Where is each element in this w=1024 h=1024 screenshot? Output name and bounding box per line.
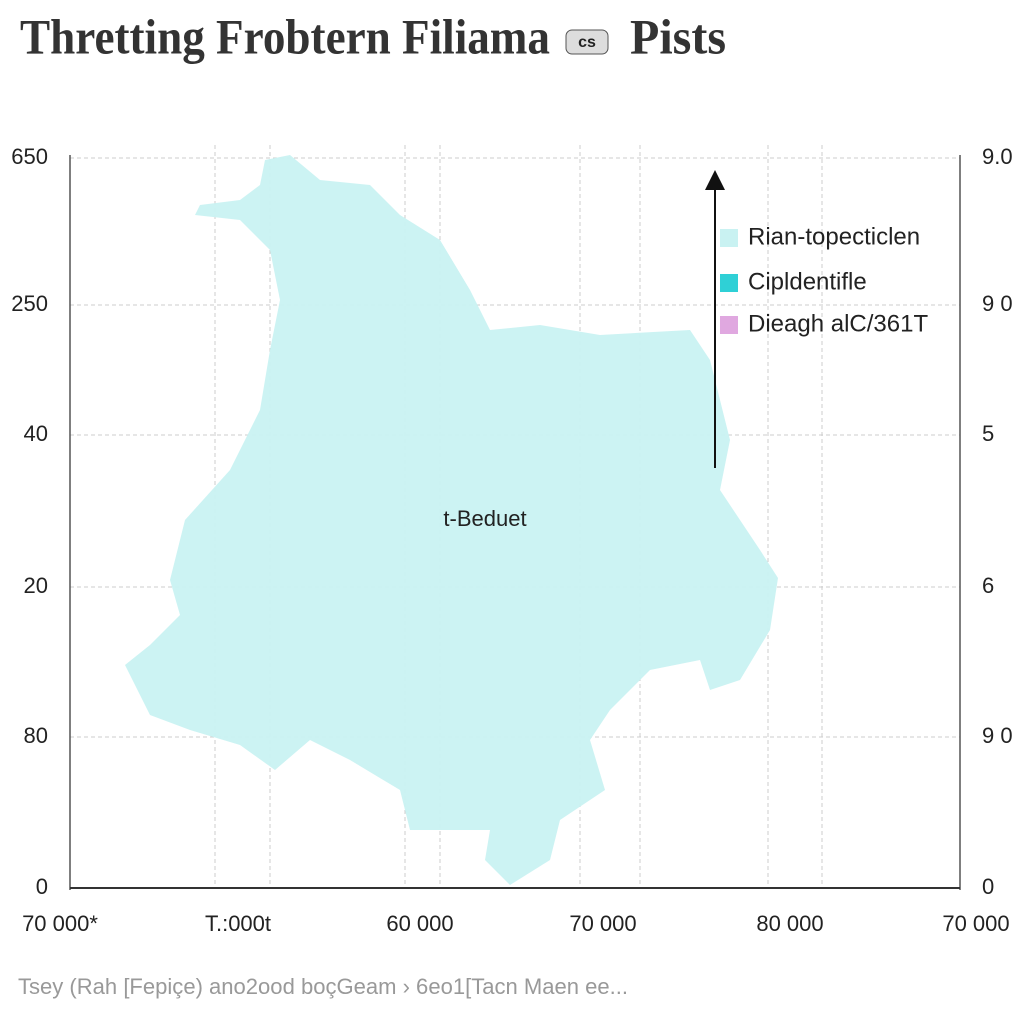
left-label: 80	[24, 723, 48, 748]
bottom-label: 60 000	[386, 911, 453, 936]
title-badge: cs	[578, 34, 596, 51]
right-label: 9.0	[982, 144, 1013, 169]
bottom-label: 80 000	[756, 911, 823, 936]
title: Thretting Frobtern Filiama	[20, 8, 550, 64]
right-label: 6	[982, 573, 994, 598]
legend-swatch	[720, 229, 738, 247]
annotation: t-Beduet	[443, 506, 526, 531]
legend-swatch	[720, 274, 738, 292]
bottom-label: 70 000*	[22, 911, 98, 936]
left-label: 40	[24, 421, 48, 446]
legend-label: Rian-topecticlen	[748, 223, 920, 250]
legend-swatch	[720, 316, 738, 334]
right-label: 0	[982, 874, 994, 899]
title-tail: Pists	[630, 8, 726, 64]
footer: Tsey (Rah [Fepiçe) ano2ood boçGeam › 6eo…	[18, 974, 628, 999]
left-label: 0	[36, 874, 48, 899]
left-label: 650	[11, 144, 48, 169]
legend-label: Cipldentifle	[748, 268, 867, 295]
left-label: 20	[24, 573, 48, 598]
bottom-label: T.:000t	[205, 911, 271, 936]
arrow-head	[705, 170, 725, 190]
region-shape	[125, 155, 778, 885]
left-label: 250	[11, 291, 48, 316]
bottom-label: 70 000	[569, 911, 636, 936]
right-label: 9 0	[982, 291, 1013, 316]
right-label: 9 0	[982, 723, 1013, 748]
title-badge-box	[565, 29, 609, 55]
bottom-label: 70 000	[942, 911, 1009, 936]
right-label: 5	[982, 421, 994, 446]
legend-label: Dieagh alC/361T	[748, 310, 928, 337]
